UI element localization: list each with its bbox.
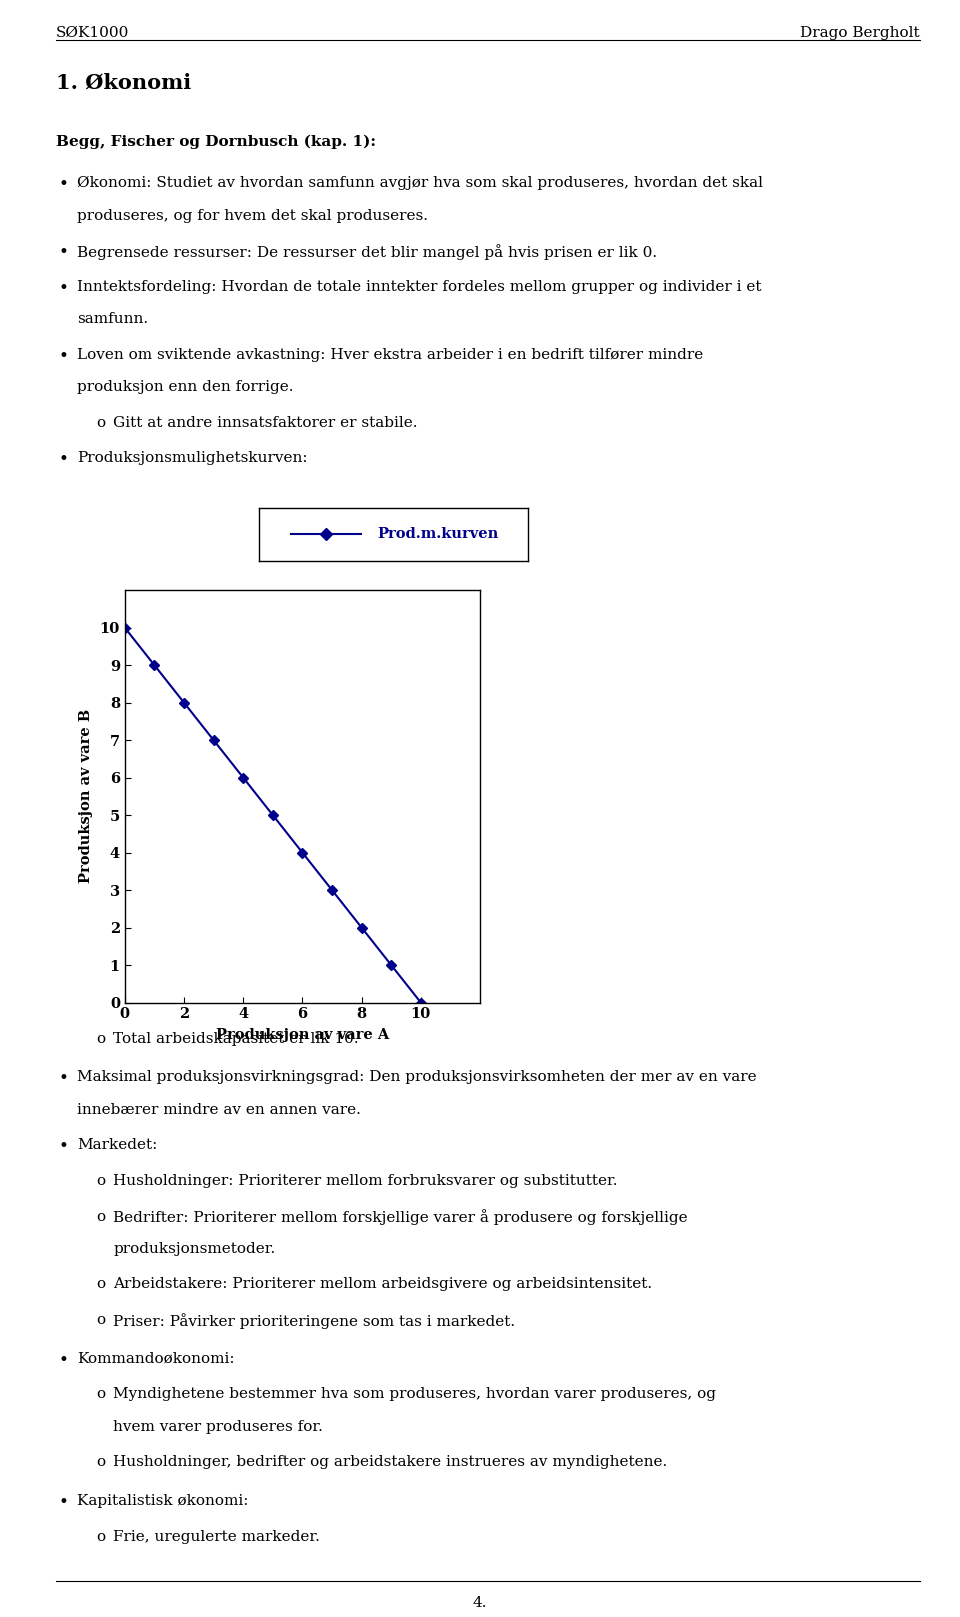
Text: Loven om sviktende avkastning: Hver ekstra arbeider i en bedrift tilfører mindre: Loven om sviktende avkastning: Hver ekst… [77,348,703,362]
Text: o: o [96,1032,106,1046]
Text: Total arbeidskapasitet er lik 10.: Total arbeidskapasitet er lik 10. [113,1032,359,1046]
Text: produksjonsmetoder.: produksjonsmetoder. [113,1242,276,1256]
Text: hvem varer produseres for.: hvem varer produseres for. [113,1420,324,1434]
Text: o: o [96,1277,106,1292]
Text: Husholdninger: Prioriterer mellom forbruksvarer og substitutter.: Husholdninger: Prioriterer mellom forbru… [113,1174,618,1188]
Text: o: o [96,1174,106,1188]
Text: Arbeidstakere: Prioriterer mellom arbeidsgivere og arbeidsintensitet.: Arbeidstakere: Prioriterer mellom arbeid… [113,1277,653,1292]
Y-axis label: Produksjon av vare B: Produksjon av vare B [79,710,93,883]
Text: •: • [59,1352,68,1370]
Text: Priser: Påvirker prioriteringene som tas i markedet.: Priser: Påvirker prioriteringene som tas… [113,1313,516,1329]
Text: Husholdninger, bedrifter og arbeidstakere instrueres av myndighetene.: Husholdninger, bedrifter og arbeidstaker… [113,1455,667,1470]
Text: o: o [96,1455,106,1470]
Text: Inntektsfordeling: Hvordan de totale inntekter fordeles mellom grupper og indivi: Inntektsfordeling: Hvordan de totale inn… [77,280,761,294]
Text: Maksimal produksjonsvirkningsgrad: Den produksjonsvirksomheten der mer av en var: Maksimal produksjonsvirkningsgrad: Den p… [77,1070,756,1085]
Text: samfunn.: samfunn. [77,312,148,327]
Text: Begrensede ressurser: De ressurser det blir mangel på hvis prisen er lik 0.: Begrensede ressurser: De ressurser det b… [77,244,657,260]
Text: Markedet:: Markedet: [77,1138,157,1153]
Text: o: o [96,1313,106,1328]
Text: produseres, og for hvem det skal produseres.: produseres, og for hvem det skal produse… [77,209,428,223]
Text: 1. Økonomi: 1. Økonomi [56,73,191,92]
Text: Kapitalistisk økonomi:: Kapitalistisk økonomi: [77,1494,249,1509]
Text: Begg, Fischer og Dornbusch (kap. 1):: Begg, Fischer og Dornbusch (kap. 1): [56,134,375,149]
Text: SØK1000: SØK1000 [56,26,129,40]
Text: Myndighetene bestemmer hva som produseres, hvordan varer produseres, og: Myndighetene bestemmer hva som produsere… [113,1387,716,1402]
Text: o: o [96,1210,106,1224]
Text: Økonomi: Studiet av hvordan samfunn avgjør hva som skal produseres, hvordan det : Økonomi: Studiet av hvordan samfunn avgj… [77,176,763,191]
Text: •: • [59,1138,68,1156]
Text: Prod.m.kurven: Prod.m.kurven [377,527,499,542]
Text: o: o [96,1387,106,1402]
Text: Drago Bergholt: Drago Bergholt [800,26,920,40]
Text: •: • [59,244,68,262]
Text: o: o [96,416,106,430]
Text: produksjon enn den forrige.: produksjon enn den forrige. [77,380,294,395]
Text: •: • [59,176,68,194]
Text: Bedrifter: Prioriterer mellom forskjellige varer å produsere og forskjellige: Bedrifter: Prioriterer mellom forskjelli… [113,1210,688,1226]
Text: innebærer mindre av en annen vare.: innebærer mindre av en annen vare. [77,1103,361,1117]
Text: Frie, uregulerte markeder.: Frie, uregulerte markeder. [113,1530,320,1544]
Text: Kommandoøkonomi:: Kommandoøkonomi: [77,1352,234,1366]
Text: 4.: 4. [472,1596,488,1611]
X-axis label: Produksjon av vare A: Produksjon av vare A [216,1028,389,1043]
Text: •: • [59,1494,68,1512]
Text: •: • [59,348,68,365]
Text: •: • [59,280,68,298]
Text: •: • [59,451,68,469]
Text: •: • [59,1070,68,1088]
Text: Gitt at andre innsatsfaktorer er stabile.: Gitt at andre innsatsfaktorer er stabile… [113,416,418,430]
Text: Produksjonsmulighetskurven:: Produksjonsmulighetskurven: [77,451,307,466]
Text: o: o [96,1530,106,1544]
